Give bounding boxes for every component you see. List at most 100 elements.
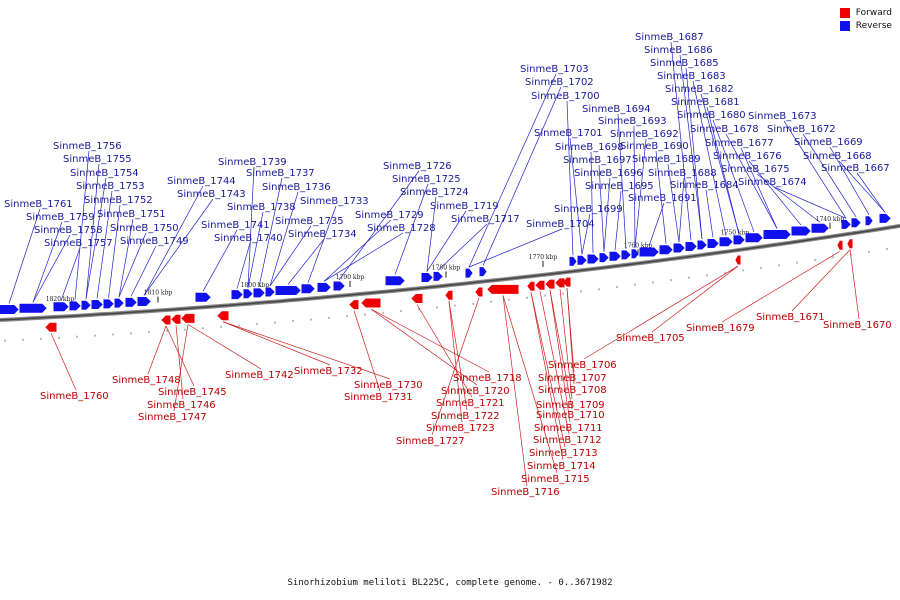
reverse-gene-label: SinmeB_1673	[748, 111, 817, 122]
reverse-gene-label: SinmeB_1682	[665, 84, 734, 95]
reverse-gene-label: SinmeB_1676	[713, 151, 782, 162]
reverse-leader-line	[143, 198, 214, 296]
tick-label: 1740 kbp	[816, 216, 845, 223]
forward-leader-line	[530, 292, 564, 461]
reverse-gene-label: SinmeB_1737	[246, 168, 315, 179]
forward-gene-label: SinmeB_1713	[529, 448, 598, 459]
reverse-leader-line	[706, 106, 740, 234]
forward-gene-label: SinmeB_1720	[441, 386, 510, 397]
reverse-gene-arrow	[879, 213, 891, 223]
reverse-gene-arrow	[301, 284, 315, 294]
reverse-gene-arrow	[125, 297, 137, 307]
tick-label: 1820 kbp	[46, 296, 75, 303]
reverse-gene-arrow	[733, 235, 745, 245]
reverse-gene-label: SinmeB_1755	[63, 154, 132, 165]
reverse-leader-line	[323, 219, 392, 282]
forward-gene-label: SinmeB_1727	[396, 436, 465, 447]
reverse-gene-arrow	[19, 303, 47, 313]
forward-gene-label: SinmeB_1718	[453, 373, 522, 384]
forward-gene-label: SinmeB_1714	[527, 461, 596, 472]
forward-gene-label: SinmeB_1732	[294, 366, 363, 377]
reverse-gene-label: SinmeB_1733	[300, 196, 369, 207]
reverse-gene-label: SinmeB_1741	[201, 220, 270, 231]
reverse-leader-line	[60, 247, 81, 301]
reverse-leader-line	[712, 119, 755, 232]
forward-gene-label: SinmeB_1746	[147, 400, 216, 411]
reverse-gene-arrow	[243, 289, 253, 299]
forward-swatch	[839, 8, 850, 18]
forward-gene-arrow	[527, 281, 535, 291]
reverse-gene-label: SinmeB_1757	[44, 238, 113, 249]
reverse-leader-line	[108, 204, 121, 298]
reverse-leader-line	[678, 177, 685, 243]
forward-leader-line	[370, 308, 478, 386]
forward-gene-label: SinmeB_1710	[536, 410, 605, 421]
reverse-leader-line	[598, 164, 605, 252]
forward-gene-label: SinmeB_1760	[40, 391, 109, 402]
reverse-gene-arrow	[685, 241, 697, 251]
reverse-leader-line	[667, 163, 680, 243]
forward-gene-arrow	[181, 313, 195, 323]
reverse-gene-arrow	[479, 267, 487, 277]
reverse-gene-arrow	[253, 288, 265, 298]
reverse-leader-line	[740, 147, 778, 229]
reverse-gene-label: SinmeB_1700	[531, 91, 600, 102]
reverse-gene-arrow	[465, 268, 473, 278]
reverse-gene-label: SinmeB_1688	[648, 168, 717, 179]
legend-reverse-label: Reverse	[855, 21, 892, 31]
tick-label: 1750 kbp	[721, 229, 750, 236]
reverse-gene-arrow	[577, 255, 587, 265]
reverse-leader-line	[85, 163, 100, 300]
forward-gene-arrow	[487, 284, 519, 294]
forward-gene-label: SinmeB_1706	[548, 360, 617, 371]
reverse-gene-arrow	[609, 251, 621, 261]
reverse-gene-label: SinmeB_1697	[563, 155, 632, 166]
reverse-gene-arrow	[569, 256, 577, 266]
reverse-leader-line	[236, 242, 251, 289]
reverse-gene-label: SinmeB_1686	[644, 45, 713, 56]
reverse-gene-arrow	[433, 271, 443, 281]
forward-gene-label: SinmeB_1711	[534, 423, 603, 434]
reverse-leader-line	[590, 151, 594, 253]
reverse-gene-label: SinmeB_1751	[97, 209, 166, 220]
reverse-gene-arrow	[745, 233, 763, 243]
forward-gene-label: SinmeB_1715	[521, 474, 590, 485]
reverse-gene-arrow	[231, 290, 243, 300]
forward-gene-arrow	[171, 314, 181, 324]
forward-leader-line	[222, 321, 391, 380]
forward-gene-arrow	[445, 290, 453, 300]
reverse-gene-arrow	[421, 272, 433, 282]
forward-gene-label: SinmeB_1747	[138, 412, 207, 423]
reverse-gene-arrow	[0, 305, 19, 315]
reverse-gene-label: SinmeB_1754	[70, 168, 139, 179]
reverse-gene-arrow	[137, 296, 151, 306]
reverse-leader-line	[426, 196, 437, 272]
reverse-leader-line	[118, 232, 147, 298]
reverse-gene-arrow	[811, 223, 829, 233]
forward-leader-line	[849, 249, 860, 320]
reverse-leader-line	[323, 232, 404, 282]
forward-leader-line	[165, 325, 195, 387]
reverse-leader-line	[614, 190, 622, 251]
reverse-gene-label: SinmeB_1684	[670, 180, 739, 191]
legend: Forward Reverse	[839, 8, 892, 34]
reverse-gene-arrow	[91, 300, 103, 310]
forward-leader-line	[651, 265, 739, 333]
forward-gene-arrow	[735, 255, 741, 265]
reverse-gene-label: SinmeB_1675	[721, 164, 790, 175]
reverse-gene-label: SinmeB_1734	[288, 229, 357, 240]
reverse-gene-label: SinmeB_1756	[53, 141, 122, 152]
reverse-gene-arrow	[763, 230, 791, 240]
forward-leader-line	[353, 310, 381, 392]
reverse-gene-label: SinmeB_1701	[534, 128, 603, 139]
reverse-gene-label: SinmeB_1669	[794, 137, 863, 148]
forward-gene-arrow	[535, 280, 545, 290]
reverse-gene-arrow	[631, 249, 639, 259]
reverse-leader-line	[482, 86, 562, 266]
reverse-leader-line	[468, 73, 557, 268]
reverse-gene-label: SinmeB_1725	[392, 174, 461, 185]
forward-gene-arrow	[475, 287, 483, 297]
reverse-leader-line	[258, 177, 283, 287]
legend-forward: Forward	[839, 8, 892, 18]
reverse-leader-line	[338, 170, 420, 281]
